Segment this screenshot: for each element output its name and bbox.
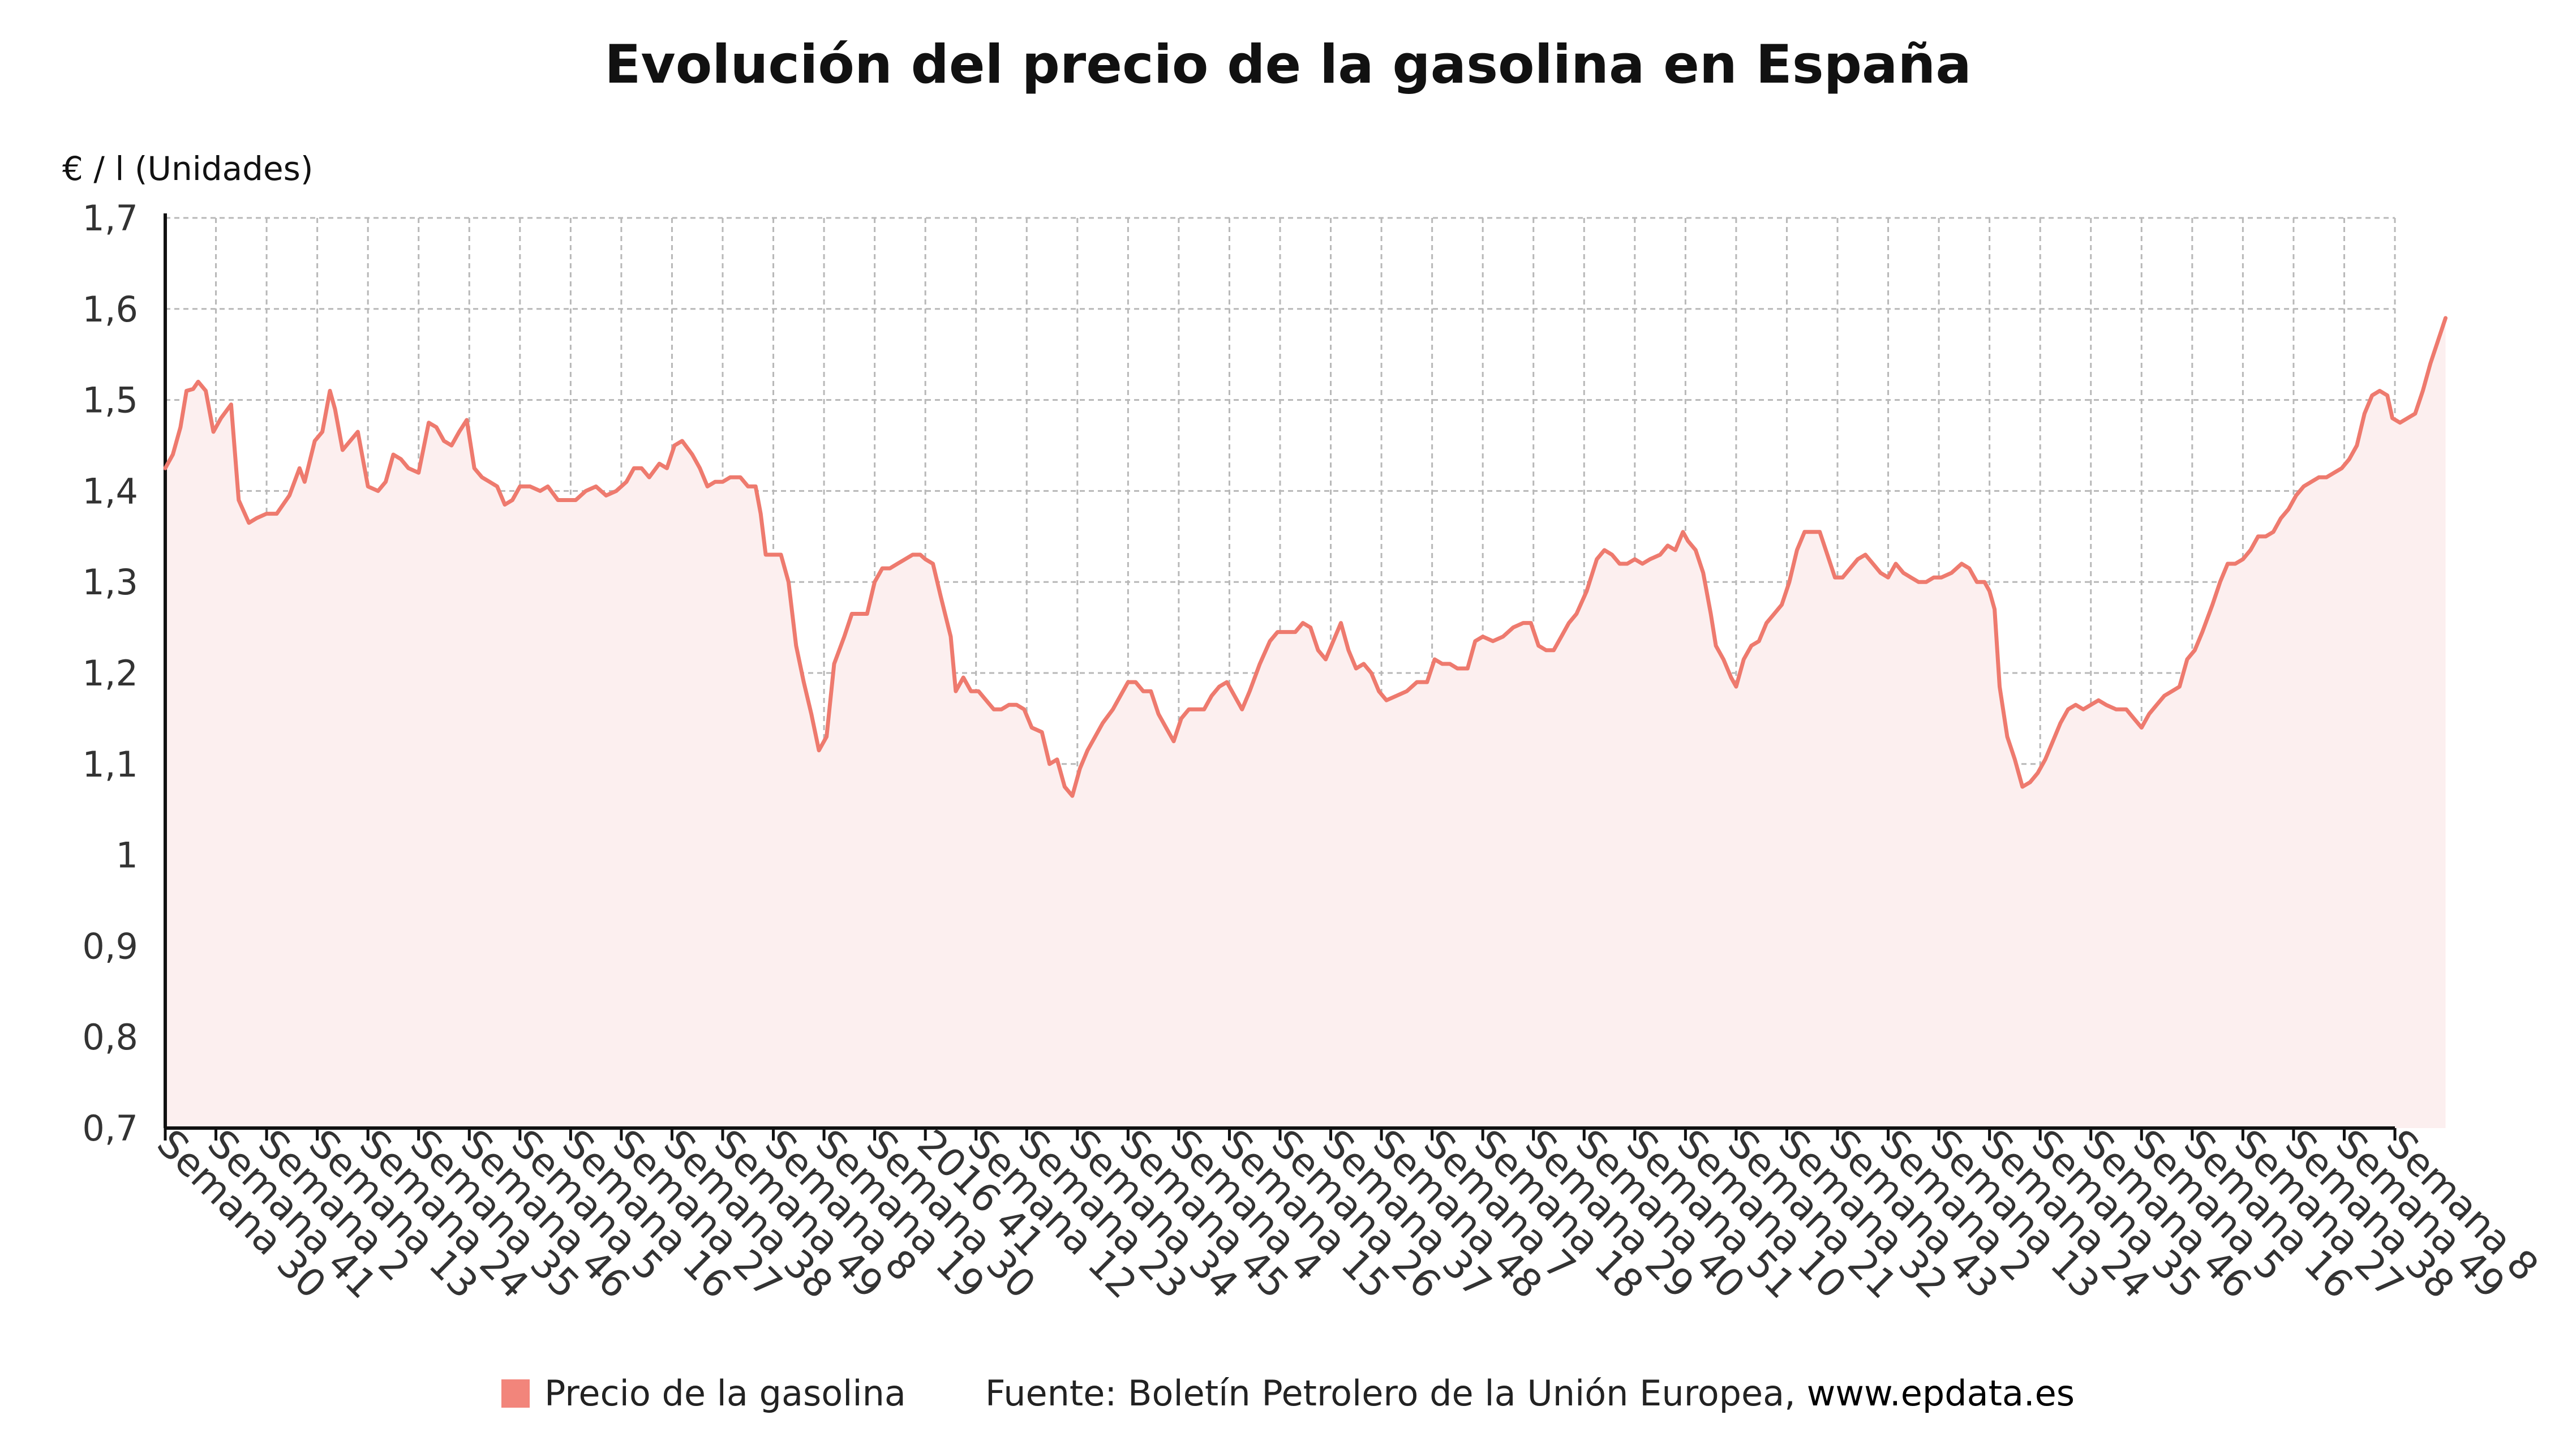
legend-swatch: [501, 1379, 530, 1408]
y-axis-label: € / l (Unidades): [62, 149, 314, 188]
y-tick-label: 1: [116, 835, 138, 876]
y-tick-label: 0,7: [82, 1108, 138, 1149]
axes: [164, 213, 2397, 1141]
y-tick-labels: 1,7 1,6 1,5 1,4 1,3 1,2 1,1 1 0,9 0,8 0,7: [82, 198, 138, 1149]
legend-series-label: Precio de la gasolina: [544, 1373, 906, 1414]
chart-title: Evolución del precio de la gasolina en E…: [604, 34, 1972, 96]
y-tick-label: 1,1: [82, 744, 138, 785]
y-tick-label: 1,2: [82, 653, 138, 694]
source-url: www.epdata.es: [1806, 1373, 2075, 1414]
source-text: Fuente: Boletín Petrolero de la Unión Eu…: [985, 1373, 1807, 1414]
series-area: [165, 318, 2446, 1128]
y-tick-label: 0,9: [82, 925, 138, 967]
y-tick-label: 1,4: [82, 470, 138, 512]
legend: Precio de la gasolina Fuente: Boletín Pet…: [0, 1373, 2576, 1414]
series-line: [163, 316, 2448, 798]
series-lines: [163, 316, 2448, 798]
y-tick-label: 1,6: [82, 289, 138, 330]
y-tick-label: 1,5: [82, 380, 138, 421]
y-tick-label: 0,8: [82, 1017, 138, 1058]
area-fill: [165, 318, 2446, 1128]
y-tick-label: 1,7: [82, 198, 138, 239]
y-tick-label: 1,3: [82, 561, 138, 603]
